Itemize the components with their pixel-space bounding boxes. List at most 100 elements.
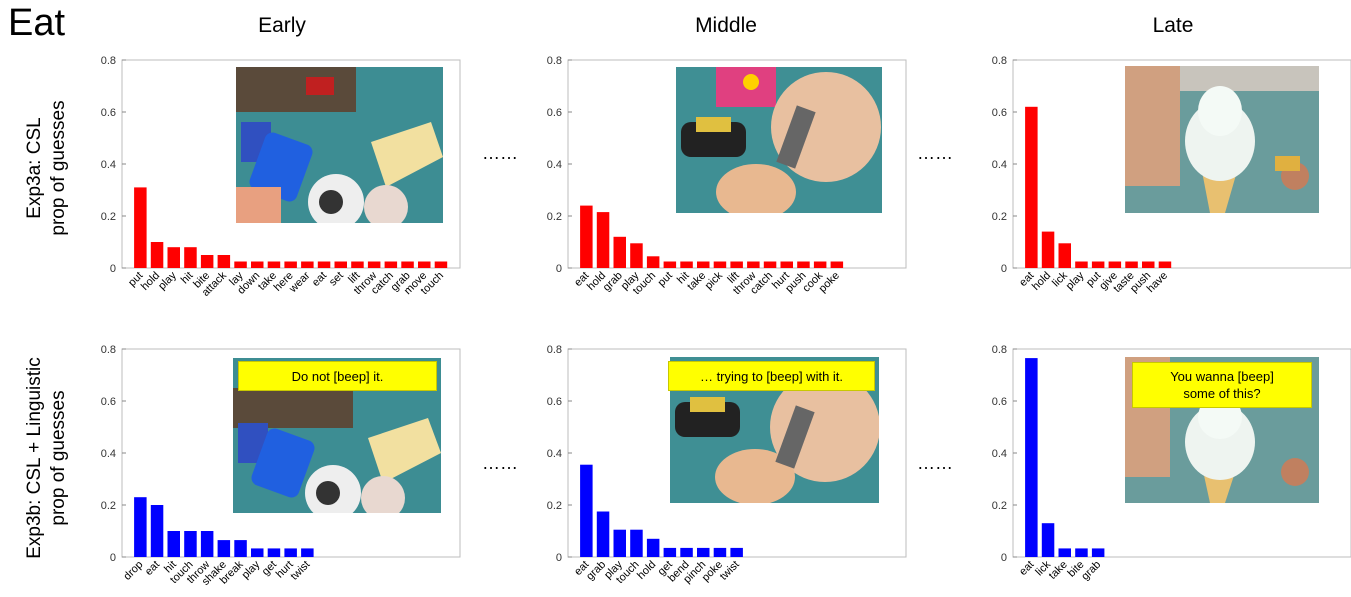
y-tick-label: 0.2 [547,500,562,512]
bar-bend [680,547,693,557]
bar-hold [1041,231,1055,268]
bar-play [167,247,180,268]
bar-drop [134,497,147,557]
bar-throw [367,261,381,268]
bar-poke [713,547,727,557]
toy-scene-image [236,67,443,223]
bar-cook [813,261,827,268]
bar-hit [184,247,197,268]
column-title-early: Early [258,14,306,37]
bar-take [697,261,710,268]
category-label: set [327,270,346,289]
bar-grab [613,236,626,268]
bar-lift [730,261,743,268]
category-label: put [656,270,675,289]
bar-catch [384,261,398,268]
category-label: eat [310,270,329,289]
bar-here [284,261,297,268]
category-label: hold [635,559,658,582]
caption-middle-text: … trying to [beep] with it. [699,368,844,384]
bar-touch [434,261,448,268]
bar-get [663,547,677,557]
y-tick-label: 0.2 [992,211,1007,223]
bar-down [251,261,264,268]
category-label: eat [1017,559,1036,578]
ellipsis-r1-2: …… [917,453,953,473]
bar-pick [713,261,727,268]
y-tick-label: 0.2 [547,211,562,223]
y-tick-label: 0 [110,263,116,275]
bar-touch [646,256,660,268]
bar-bite [1075,548,1088,557]
y-tick-label: 0.4 [101,448,116,460]
y-tick-label: 0.8 [547,344,562,356]
ice-cream-image [1125,66,1319,213]
bar-hurt [284,548,297,557]
ellipsis-r0-1: …… [482,143,518,163]
bar-touch [184,531,197,557]
figure-title: Eat [8,2,66,44]
bar-shake [217,540,231,557]
y-tick-label: 0 [110,552,116,564]
bar-have [1158,261,1172,268]
video-frame-early-exp3a [236,67,443,223]
bar-put [1091,261,1105,268]
category-label: drop [121,559,145,583]
caption-late-text: You wanna [beep] some of this? [1170,369,1274,401]
y-tick-label: 0.8 [992,344,1007,356]
y-tick-label: 0.6 [101,396,116,408]
y-tick-label: 0.6 [547,107,562,119]
category-label: eat [143,559,162,578]
ellipsis-r1-1: …… [482,453,518,473]
bar-hurt [780,261,793,268]
bar-eat [580,464,593,557]
hands-spoon-image [676,67,882,213]
bar-play [630,243,643,268]
bar-eat [580,205,593,268]
video-frame-middle-exp3a [676,67,882,213]
bar-break [234,540,247,557]
bar-twist [730,547,743,557]
video-frame-late-exp3a [1125,66,1319,213]
y-tick-label: 0.8 [992,55,1007,67]
y-tick-label: 0.6 [992,107,1007,119]
column-title-late: Late [1152,14,1194,37]
bar-eat [1025,106,1038,268]
y-tick-label: 0.4 [547,448,562,460]
y-tick-label: 0.4 [547,159,562,171]
bar-play [613,529,626,557]
ellipsis-r0-2: …… [917,143,953,163]
category-label: twist [288,559,312,583]
y-tick-label: 0.8 [101,55,116,67]
y-tick-label: 0 [556,263,562,275]
bar-touch [630,529,643,557]
caption-early: Do not [beep] it. [238,361,437,391]
bar-lick [1041,523,1055,557]
bar-grab [401,261,414,268]
category-label: twist [718,559,742,583]
y-tick-label: 0.2 [992,500,1007,512]
bar-wear [301,261,314,268]
bar-eat [1025,358,1038,557]
bar-taste [1125,261,1138,268]
bar-lick [1058,243,1071,268]
bar-take [267,261,281,268]
bar-give [1108,261,1122,268]
bar-attack [217,255,231,268]
bar-grab [1091,548,1105,557]
y-tick-label: 0.2 [101,500,116,512]
bar-throw [200,531,214,557]
category-label: play [156,269,179,292]
bar-poke [830,261,844,268]
bar-eat [317,261,331,268]
y-tick-label: 0.6 [547,396,562,408]
bar-eat [150,505,164,557]
bar-lift [351,261,364,268]
bar-play [251,548,264,557]
caption-late: You wanna [beep] some of this? [1132,362,1312,408]
bar-take [1058,548,1071,557]
y-tick-label: 0.8 [101,344,116,356]
bar-set [334,261,347,268]
bar-put [663,261,677,268]
y-tick-label: 0 [556,552,562,564]
